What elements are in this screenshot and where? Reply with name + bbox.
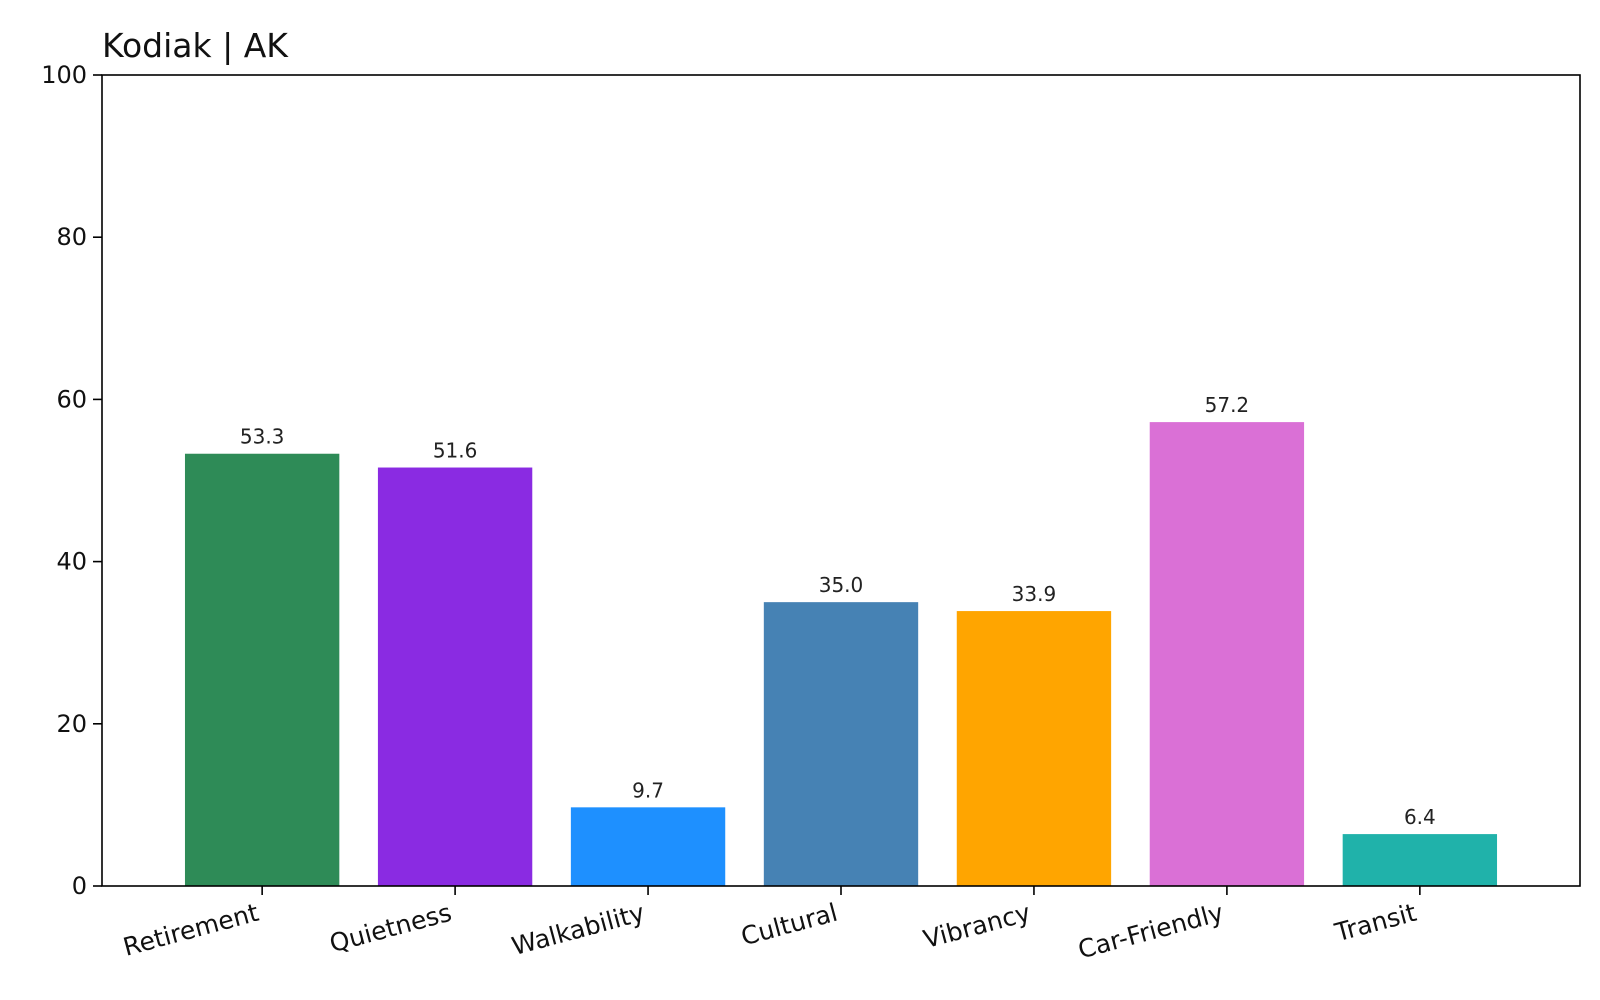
x-tick-label: Vibrancy — [920, 898, 1033, 954]
bar-transit — [1342, 834, 1498, 886]
data-label: 33.9 — [1012, 582, 1057, 606]
chart-title: Kodiak | AK — [102, 26, 289, 65]
y-axis: 0 20 40 60 80 100 — [41, 61, 102, 900]
y-tick-label: 40 — [56, 548, 87, 576]
x-tick-label: Retirement — [120, 898, 262, 962]
data-label: 57.2 — [1205, 393, 1250, 417]
x-tick-label: Walkability — [509, 898, 648, 961]
x-tick-label: Car-Friendly — [1075, 898, 1227, 965]
bar-car-friendly — [1149, 422, 1305, 886]
x-tick-label: Transit — [1331, 898, 1420, 948]
data-label: 9.7 — [632, 778, 664, 802]
bars — [184, 422, 1498, 886]
y-tick-label: 100 — [41, 61, 87, 89]
x-tick-label: Quietness — [326, 898, 454, 958]
bar-walkability — [570, 807, 726, 886]
bar-quietness — [377, 467, 533, 886]
data-label: 35.0 — [819, 573, 864, 597]
bar-vibrancy — [956, 611, 1112, 886]
plot-frame — [101, 74, 1581, 887]
data-labels: 53.3 51.6 9.7 35.0 33.9 57.2 6.4 — [240, 393, 1436, 829]
x-axis: Retirement Quietness Walkability Cultural Vi… — [120, 886, 1421, 965]
bar-cultural — [763, 602, 919, 886]
data-label: 53.3 — [240, 425, 285, 449]
y-tick-label: 60 — [56, 385, 87, 413]
x-tick-label: Cultural — [738, 898, 841, 951]
data-label: 51.6 — [433, 439, 478, 463]
y-tick-label: 80 — [56, 223, 87, 251]
data-label: 6.4 — [1404, 805, 1436, 829]
y-tick-label: 0 — [72, 872, 87, 900]
bar-retirement — [184, 453, 340, 886]
y-tick-label: 20 — [56, 710, 87, 738]
